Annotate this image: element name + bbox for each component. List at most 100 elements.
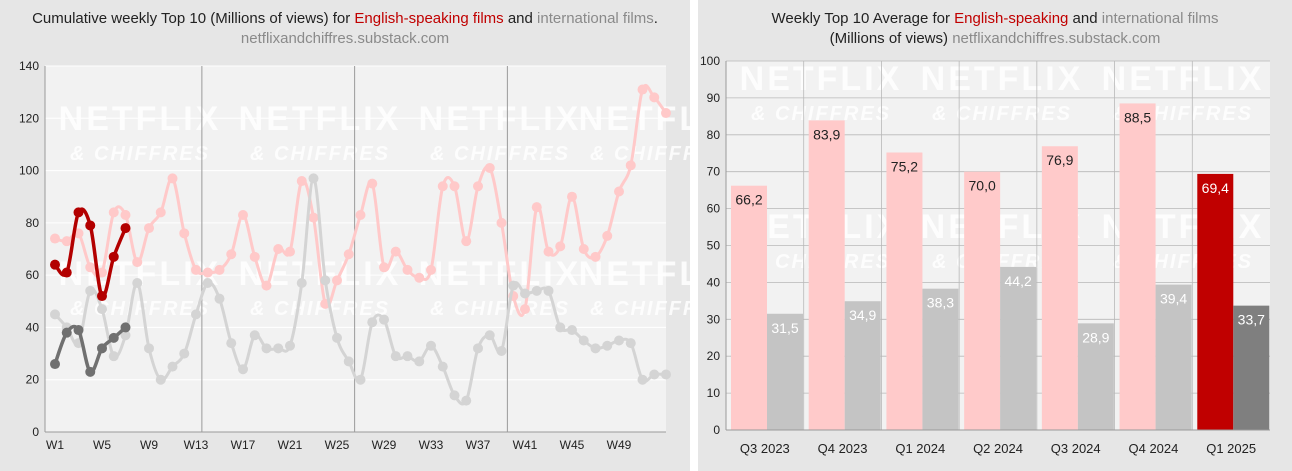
data-point-international-past bbox=[108, 351, 119, 362]
data-point-international-past bbox=[508, 280, 519, 291]
data-point-international-past bbox=[520, 288, 530, 299]
watermark-title: NETFLIX bbox=[921, 60, 1084, 98]
data-point-english-past bbox=[484, 162, 495, 173]
y-tick-label: 60 bbox=[26, 268, 40, 282]
x-tick-label: W1 bbox=[46, 438, 64, 452]
data-point-english-past bbox=[144, 223, 154, 234]
data-point-international-past bbox=[120, 330, 131, 341]
data-point-international-past bbox=[649, 369, 660, 380]
left-chart-source: netflixandchiffres.substack.com bbox=[240, 30, 450, 47]
data-point-english-past bbox=[649, 92, 660, 103]
bars-layer: 66,2 31,5 83,9 34,9 75,2 38,3 70,0 44,2 76,9 28,9… bbox=[731, 103, 1270, 430]
data-label-english: 66,2 bbox=[735, 192, 762, 208]
data-label-english: 83,9 bbox=[813, 126, 840, 142]
data-label-english: 76,9 bbox=[1046, 152, 1073, 168]
data-point-international-past bbox=[449, 390, 460, 401]
data-point-english-past bbox=[132, 257, 143, 268]
data-point-international-past bbox=[202, 277, 213, 288]
data-point-international-past bbox=[602, 340, 613, 351]
axis-layer: 0 20 40 60 80 100 120 140 W1 W5 W9 W13 W17 W21 W25 W29 W… bbox=[19, 59, 666, 452]
data-label-english: 88,5 bbox=[1124, 109, 1151, 125]
data-point-international-past bbox=[484, 330, 495, 341]
watermark-subtitle: & CHIFFRES bbox=[70, 298, 210, 320]
data-point-english-past bbox=[531, 202, 542, 213]
data-point-international-current bbox=[50, 359, 60, 370]
data-point-international-past bbox=[249, 330, 260, 341]
series-layer bbox=[50, 83, 671, 406]
bar-english bbox=[886, 152, 923, 430]
data-point-english-past bbox=[367, 178, 378, 189]
x-tick-label: Q4 2024 bbox=[1128, 441, 1178, 456]
data-point-english-past bbox=[355, 210, 366, 221]
bar-english bbox=[1197, 173, 1234, 430]
watermark-title: NETFLIX bbox=[419, 255, 582, 293]
data-point-international-past bbox=[543, 285, 554, 296]
data-point-english-past bbox=[191, 264, 201, 275]
y-tick-label: 100 bbox=[19, 164, 39, 178]
data-point-english-past bbox=[261, 280, 272, 291]
data-label-international: 39,4 bbox=[1160, 291, 1187, 307]
bar-english bbox=[808, 120, 845, 430]
data-point-international-past bbox=[496, 345, 507, 356]
data-label-international: 33,7 bbox=[1238, 312, 1265, 328]
data-point-english-past bbox=[108, 207, 119, 218]
y-tick-label: 20 bbox=[26, 373, 40, 387]
data-point-international-past bbox=[191, 309, 201, 320]
data-point-international-past bbox=[567, 325, 577, 336]
data-point-english-past bbox=[602, 230, 613, 241]
data-point-international-current bbox=[85, 366, 96, 377]
x-tick-label: Q3 2024 bbox=[1051, 441, 1101, 456]
data-point-international-current bbox=[120, 322, 131, 333]
x-tick-label: W13 bbox=[184, 438, 209, 452]
data-label-international: 28,9 bbox=[1082, 329, 1109, 345]
y-tick-label: 0 bbox=[713, 423, 720, 437]
x-tick-label: Q3 2023 bbox=[740, 441, 790, 456]
data-point-english-past bbox=[85, 262, 96, 273]
watermark-subtitle: & CHIFFRES bbox=[590, 143, 690, 165]
data-point-english-current bbox=[108, 251, 119, 262]
y-tick-label: 60 bbox=[707, 202, 721, 216]
x-tick-label: W21 bbox=[278, 438, 303, 452]
data-point-english-past bbox=[343, 249, 354, 260]
data-point-international-past bbox=[355, 374, 366, 385]
data-point-english-past bbox=[273, 244, 284, 254]
watermark-title: NETFLIX bbox=[740, 60, 903, 98]
data-point-international-past bbox=[379, 314, 389, 325]
x-tick-label: Q1 2024 bbox=[895, 441, 945, 456]
data-point-international-past bbox=[578, 335, 589, 346]
y-tick-label: 10 bbox=[707, 386, 721, 400]
data-point-international-past bbox=[261, 343, 272, 354]
data-point-english-past bbox=[426, 264, 436, 275]
data-point-international-past bbox=[50, 309, 60, 320]
data-point-english-past bbox=[567, 191, 577, 202]
data-point-international-past bbox=[437, 361, 448, 372]
data-point-english-current bbox=[50, 259, 60, 270]
data-point-international-past bbox=[320, 275, 331, 286]
bar-international bbox=[922, 288, 959, 430]
data-point-international-past bbox=[637, 374, 648, 385]
data-point-english-past bbox=[214, 264, 225, 275]
y-tick-label: 140 bbox=[19, 59, 39, 73]
data-point-international-past bbox=[590, 343, 601, 354]
right-chart-panel: Weekly Top 10 Average for English-speaki… bbox=[698, 0, 1292, 471]
right-chart-subtitle: (Millions of views) netflixandchiffres.s… bbox=[829, 30, 1161, 47]
line-chart: NETFLIX & CHIFFRES NETFLIX & CHIFFRES NETFLI… bbox=[19, 59, 690, 452]
data-point-english-past bbox=[249, 251, 260, 262]
y-tick-label: 50 bbox=[707, 239, 721, 253]
data-point-english-past bbox=[120, 210, 131, 221]
data-point-english-past bbox=[179, 228, 190, 239]
x-tick-label: W17 bbox=[231, 438, 256, 452]
data-point-international-past bbox=[238, 364, 248, 375]
data-point-english-past bbox=[520, 304, 530, 315]
y-tick-label: 20 bbox=[707, 349, 721, 363]
data-point-international-past bbox=[531, 285, 542, 296]
data-point-english-past bbox=[97, 267, 107, 278]
data-point-international-past bbox=[426, 340, 436, 351]
data-point-international-past bbox=[85, 285, 96, 296]
y-tick-label: 30 bbox=[707, 312, 721, 326]
bar-international bbox=[1233, 305, 1270, 430]
data-point-international-past bbox=[214, 293, 225, 304]
data-label-international: 31,5 bbox=[771, 320, 798, 336]
y-tick-label: 70 bbox=[707, 165, 721, 179]
data-point-international-past bbox=[285, 340, 295, 351]
